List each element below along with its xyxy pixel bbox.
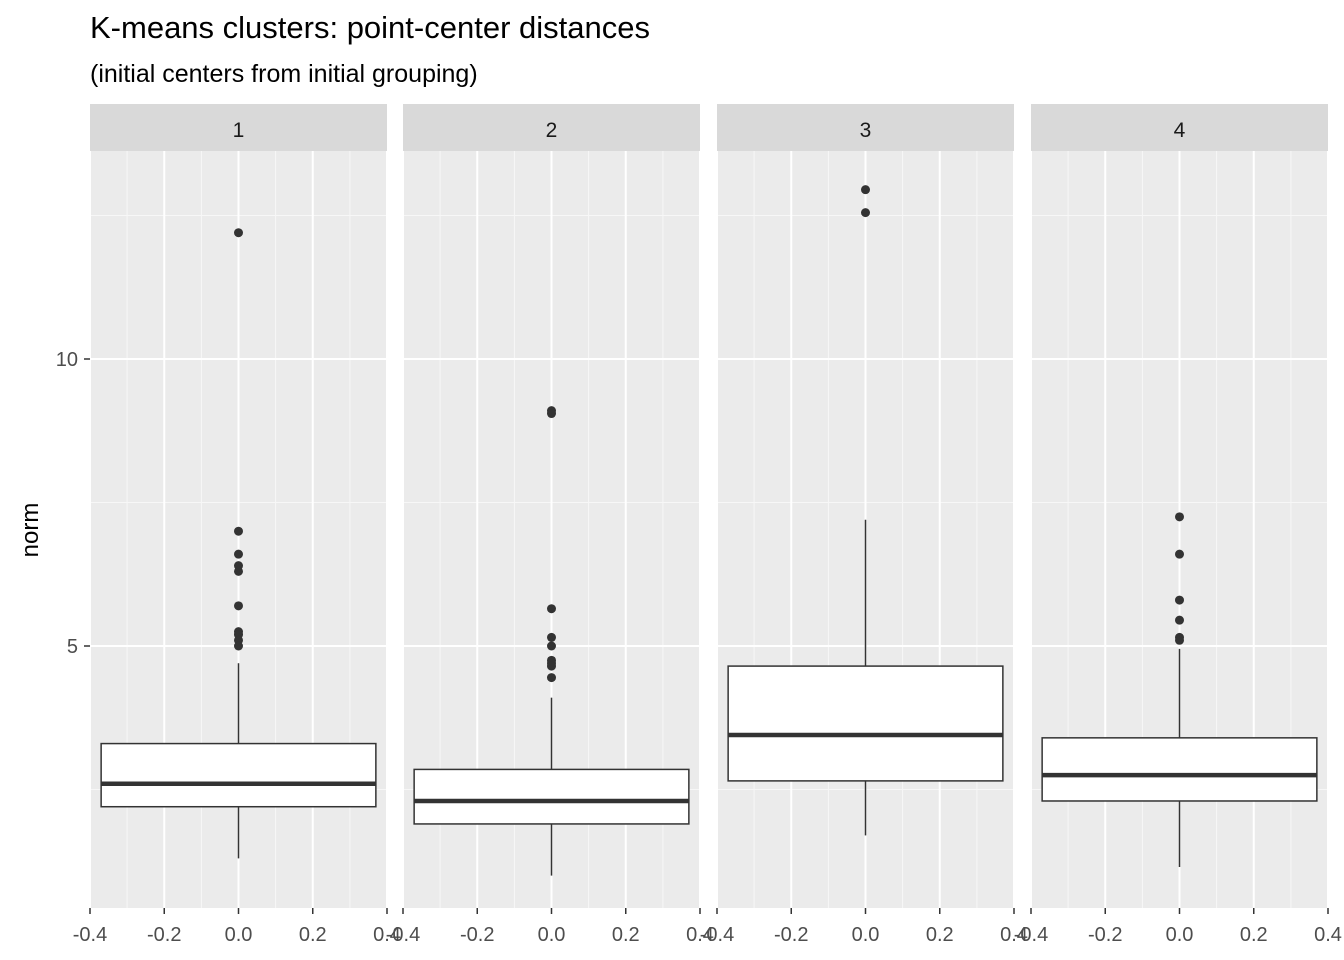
outlier-point — [1175, 595, 1184, 605]
x-tick-label: 0.4 — [1314, 924, 1342, 946]
y-tick-label: 10 — [56, 349, 78, 371]
facet-strip — [403, 104, 700, 151]
facet-strip-label: 4 — [1174, 119, 1186, 142]
outlier-point — [234, 228, 243, 238]
outlier-point — [547, 632, 556, 642]
x-tick-label: 0.4 — [1000, 924, 1028, 946]
facet-strip — [717, 104, 1014, 151]
facet-strip-label: 2 — [546, 119, 558, 142]
outlier-point — [547, 641, 556, 651]
x-tick-label: -0.4 — [73, 924, 107, 946]
outlier-point — [234, 566, 243, 576]
box-iqr — [1041, 737, 1318, 802]
y-tick-label: 5 — [67, 636, 78, 658]
outlier-point — [234, 601, 243, 611]
x-tick-label: 0.2 — [1240, 924, 1268, 946]
outlier-point — [861, 185, 870, 195]
outlier-point — [547, 673, 556, 683]
x-tick-label: -0.2 — [147, 924, 181, 946]
x-tick-label: -0.4 — [700, 924, 734, 946]
x-tick-label: 0.0 — [225, 924, 253, 946]
x-tick-label: -0.2 — [1088, 924, 1122, 946]
x-tick-label: 0.2 — [926, 924, 954, 946]
x-tick-label: 0.0 — [1166, 924, 1194, 946]
x-tick-label: -0.4 — [386, 924, 420, 946]
x-tick-label: 0.4 — [686, 924, 714, 946]
outlier-point — [1175, 615, 1184, 625]
outlier-point — [1175, 635, 1184, 645]
x-tick-label: -0.2 — [774, 924, 808, 946]
outlier-point — [547, 661, 556, 671]
x-tick-label: 0.4 — [373, 924, 401, 946]
chart-subtitle: (initial centers from initial grouping) — [90, 60, 478, 88]
x-tick-label: 0.0 — [538, 924, 566, 946]
box-iqr — [100, 742, 377, 808]
facet-strip-label: 1 — [233, 119, 245, 142]
facet-strip-label: 3 — [860, 119, 872, 142]
x-tick-label: 0.2 — [612, 924, 640, 946]
facet-strip — [90, 104, 387, 151]
x-tick-label: 0.2 — [299, 924, 327, 946]
y-axis-label: norm — [17, 503, 44, 558]
box-iqr — [727, 665, 1004, 782]
box-iqr — [413, 768, 690, 825]
outlier-point — [1175, 549, 1184, 559]
outlier-point — [547, 409, 556, 419]
outlier-point — [234, 526, 243, 536]
x-tick-label: 0.0 — [852, 924, 880, 946]
outlier-point — [1175, 512, 1184, 522]
outlier-point — [861, 208, 870, 218]
outlier-point — [234, 641, 243, 651]
facet-strip — [1031, 104, 1328, 151]
x-tick-label: -0.2 — [460, 924, 494, 946]
outlier-point — [547, 604, 556, 614]
outlier-point — [234, 549, 243, 559]
x-tick-label: -0.4 — [1014, 924, 1048, 946]
chart-title: K-means clusters: point-center distances — [90, 10, 650, 45]
